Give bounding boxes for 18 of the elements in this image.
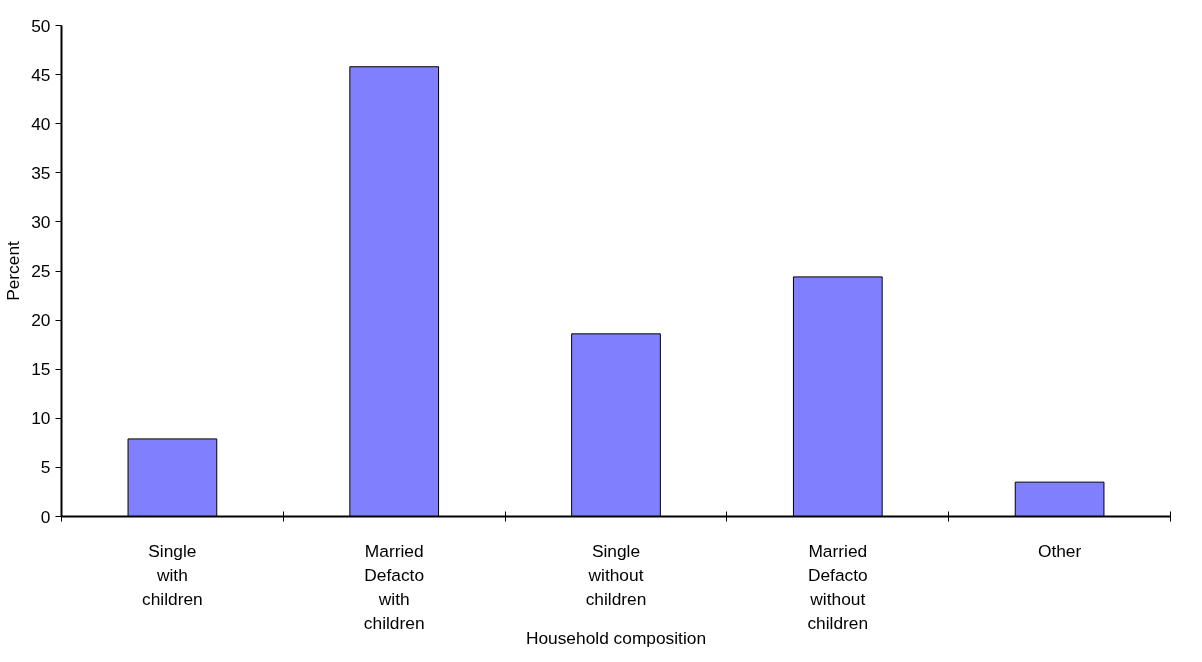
y-tick-label: 35 (31, 162, 51, 183)
y-tick-label: 5 (40, 457, 51, 478)
y-tick-label: 40 (31, 113, 51, 134)
y-tick-label: 0 (40, 506, 51, 527)
y-tick-label: 25 (31, 261, 51, 281)
y-tick-label: 50 (31, 15, 51, 36)
y-tick-label: 30 (31, 211, 51, 232)
x-tick-label: Other (1037, 540, 1082, 561)
x-tick-label: Single without children (585, 540, 647, 609)
x-tick-label: Married Defacto without children (807, 540, 869, 633)
x-tick-label: Married Defacto with children (363, 540, 425, 633)
y-tick-label: 10 (31, 408, 51, 429)
y-tick-label: 45 (31, 64, 51, 85)
x-tick-label: Single with children (142, 540, 203, 609)
x-axis-title: Household composition (525, 627, 707, 648)
y-axis-title: Percent (3, 240, 24, 301)
y-tick-label: 15 (31, 359, 51, 380)
y-tick-label: 20 (31, 310, 51, 331)
